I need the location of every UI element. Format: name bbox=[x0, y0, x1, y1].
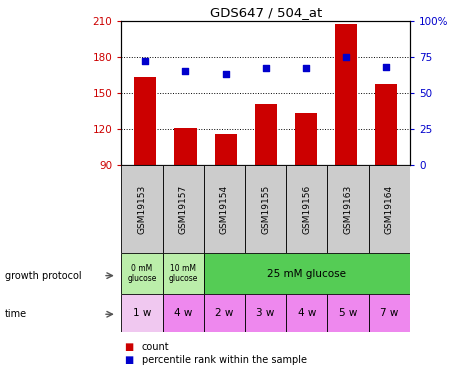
Text: 25 mM glucose: 25 mM glucose bbox=[267, 269, 346, 279]
Text: growth protocol: growth protocol bbox=[5, 271, 81, 280]
Text: ■: ■ bbox=[124, 355, 133, 365]
Text: time: time bbox=[5, 309, 27, 319]
Text: GSM19155: GSM19155 bbox=[261, 184, 270, 234]
Bar bbox=[245, 165, 286, 253]
Text: 2 w: 2 w bbox=[215, 308, 234, 318]
Bar bbox=[286, 294, 327, 332]
Bar bbox=[327, 165, 369, 253]
Text: 1 w: 1 w bbox=[133, 308, 151, 318]
Bar bbox=[245, 294, 286, 332]
Bar bbox=[335, 24, 357, 165]
Point bbox=[382, 64, 389, 70]
Bar bbox=[121, 165, 163, 253]
Bar bbox=[214, 134, 237, 165]
Point bbox=[342, 54, 349, 60]
Text: GSM19157: GSM19157 bbox=[179, 184, 188, 234]
Text: GSM19154: GSM19154 bbox=[220, 184, 229, 234]
Text: 4 w: 4 w bbox=[174, 308, 192, 318]
Bar bbox=[369, 165, 410, 253]
Bar bbox=[121, 294, 163, 332]
Text: 3 w: 3 w bbox=[256, 308, 275, 318]
Text: count: count bbox=[142, 342, 169, 352]
Bar bbox=[294, 113, 317, 165]
Text: GSM19163: GSM19163 bbox=[344, 184, 353, 234]
Bar bbox=[327, 294, 369, 332]
Point bbox=[222, 71, 229, 77]
Bar bbox=[163, 294, 204, 332]
Bar bbox=[204, 165, 245, 253]
Text: 5 w: 5 w bbox=[339, 308, 357, 318]
Text: GSM19164: GSM19164 bbox=[385, 184, 394, 234]
Text: 0 mM
glucose: 0 mM glucose bbox=[127, 264, 157, 284]
Text: 4 w: 4 w bbox=[298, 308, 316, 318]
Bar bbox=[204, 294, 245, 332]
Bar bbox=[255, 104, 277, 165]
Point bbox=[262, 65, 269, 71]
Bar bbox=[163, 253, 204, 294]
Bar bbox=[134, 77, 157, 165]
Point bbox=[142, 58, 149, 64]
Title: GDS647 / 504_at: GDS647 / 504_at bbox=[209, 6, 322, 20]
Bar bbox=[204, 253, 410, 294]
Text: GSM19156: GSM19156 bbox=[302, 184, 311, 234]
Bar bbox=[369, 294, 410, 332]
Bar bbox=[121, 253, 163, 294]
Text: GSM19153: GSM19153 bbox=[137, 184, 147, 234]
Point bbox=[182, 68, 189, 74]
Text: 10 mM
glucose: 10 mM glucose bbox=[169, 264, 198, 284]
Point bbox=[302, 65, 310, 71]
Bar bbox=[375, 84, 397, 165]
Text: ■: ■ bbox=[124, 342, 133, 352]
Text: percentile rank within the sample: percentile rank within the sample bbox=[142, 355, 307, 365]
Bar bbox=[163, 165, 204, 253]
Text: 7 w: 7 w bbox=[380, 308, 398, 318]
Bar bbox=[286, 165, 327, 253]
Bar bbox=[174, 128, 196, 165]
